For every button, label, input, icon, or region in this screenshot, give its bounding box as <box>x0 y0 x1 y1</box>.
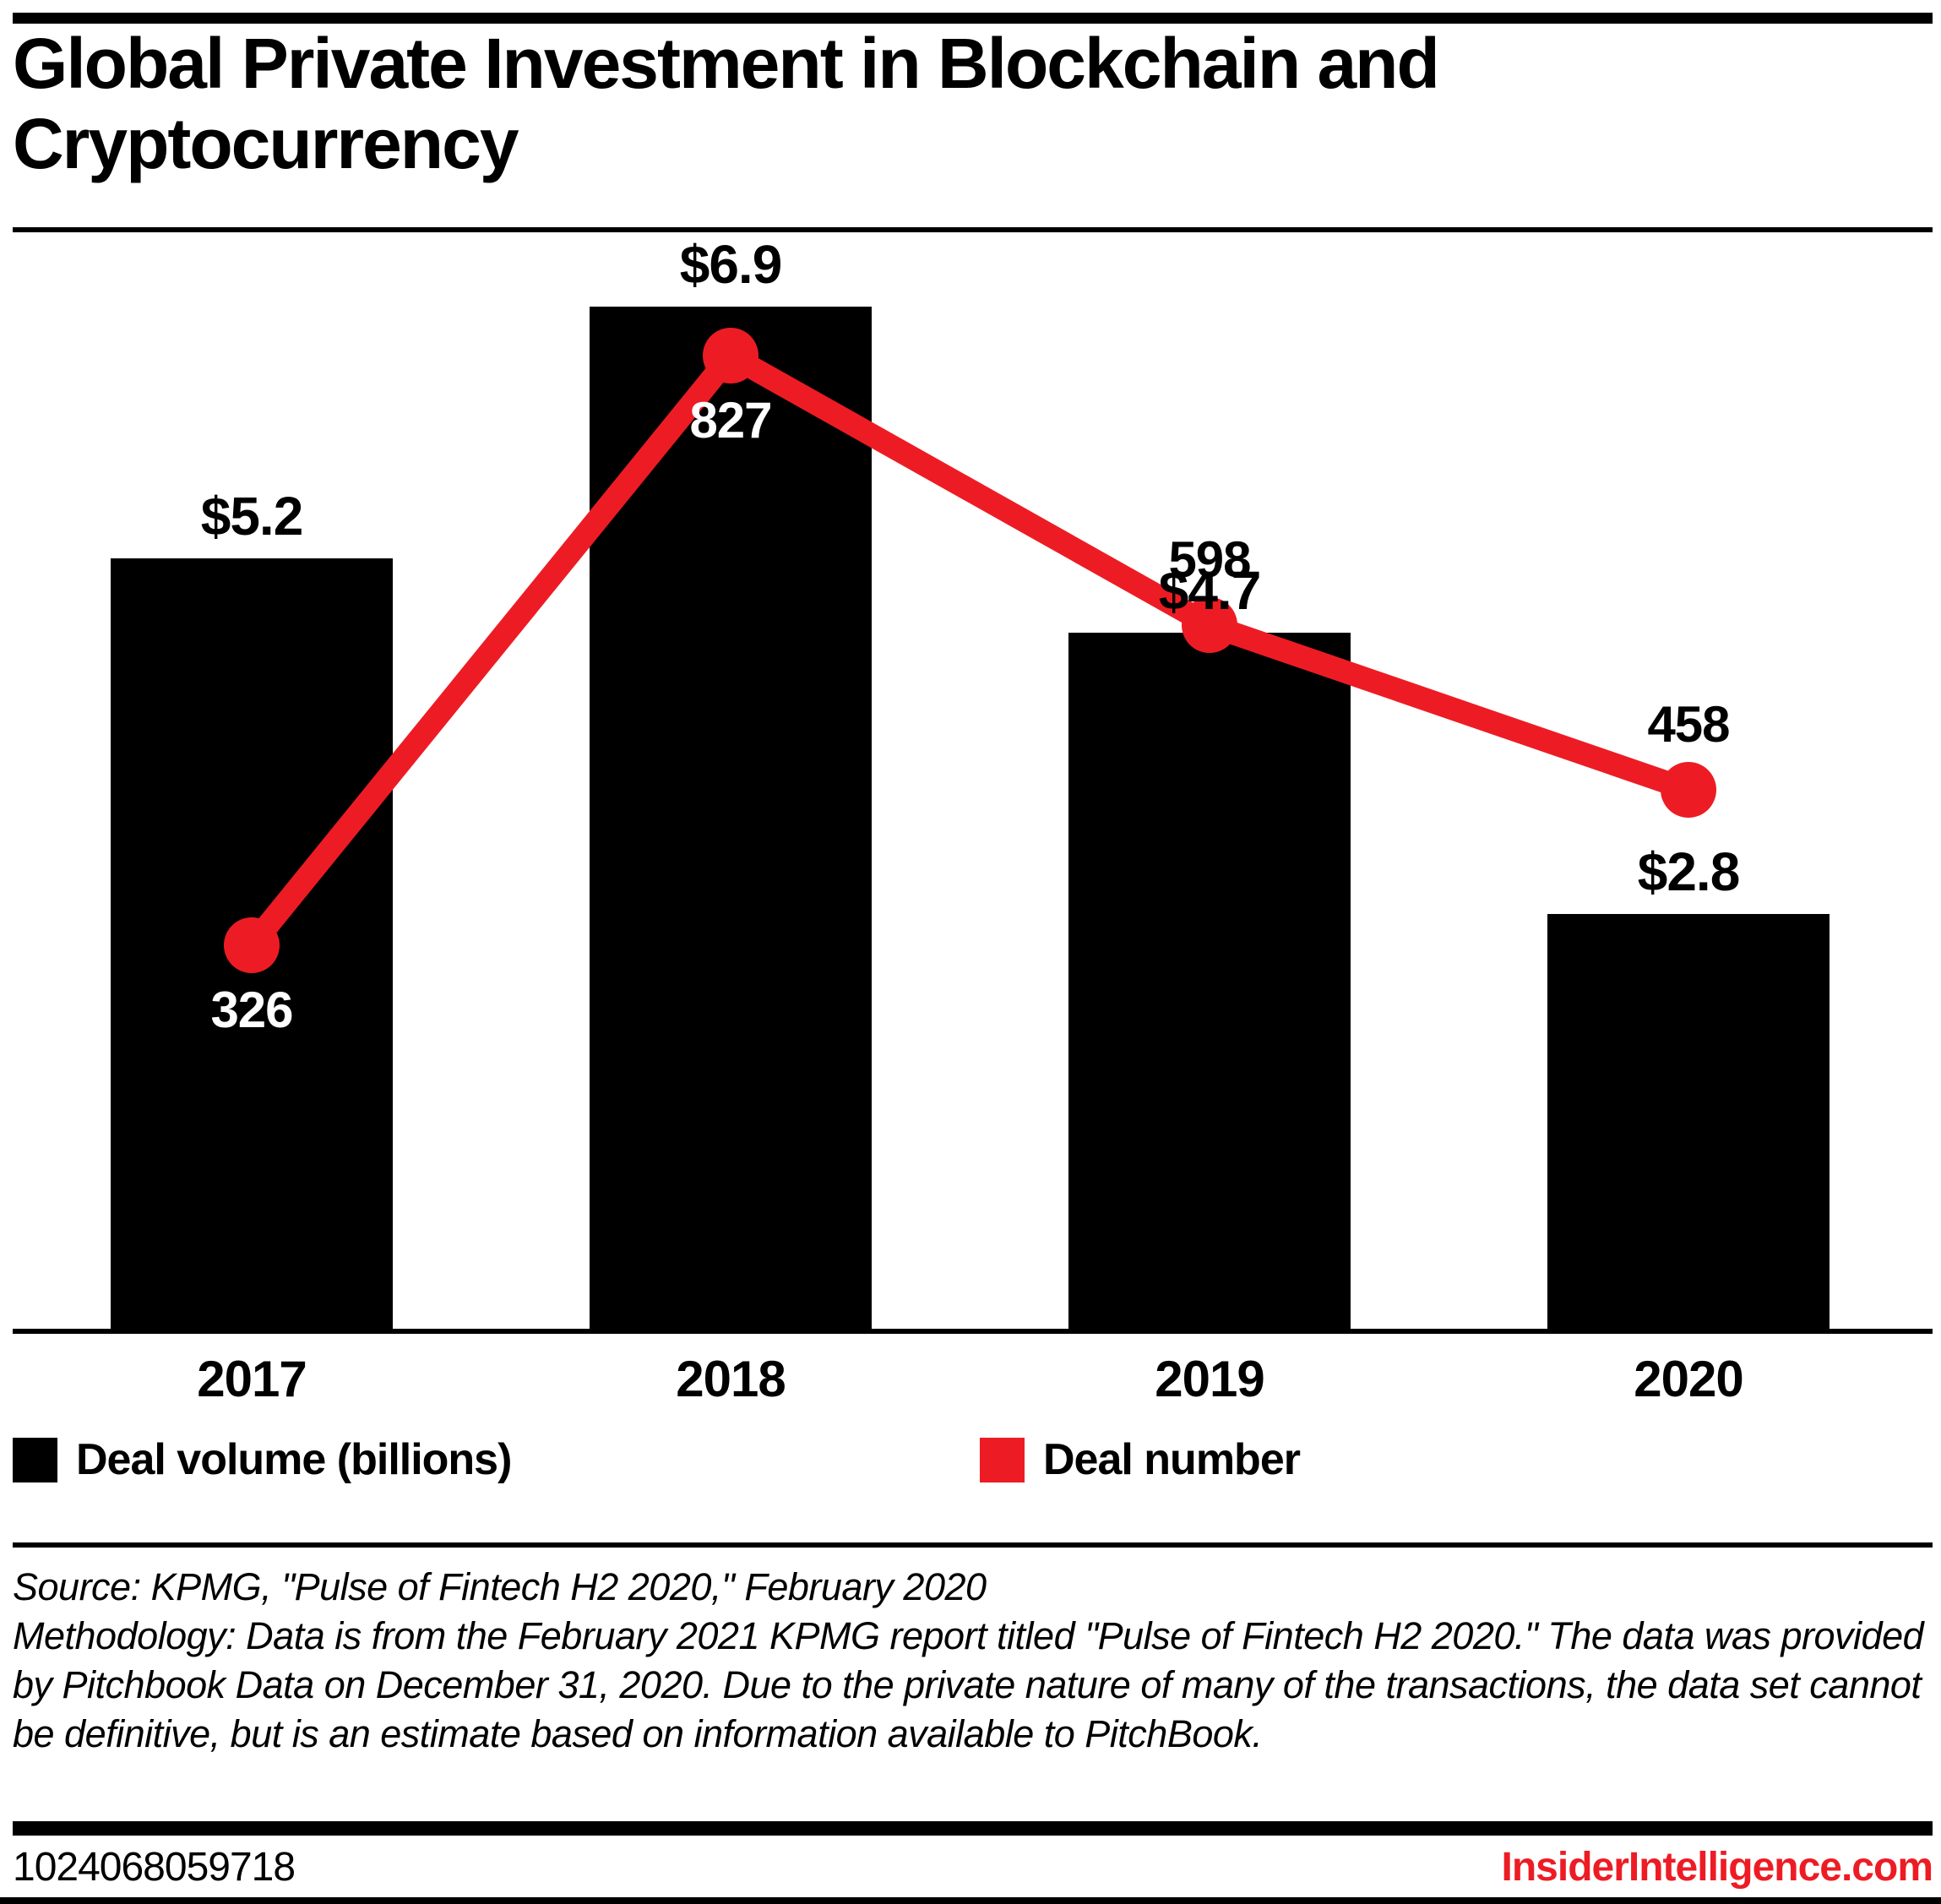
page-title: Global Private Investment in Blockchain … <box>13 24 1440 183</box>
site-link[interactable]: InsiderIntelligence.com <box>1501 1845 1933 1890</box>
bar-value-label-2019: $4.7 <box>1158 560 1262 621</box>
methodology-text: Methodology: Data is from the February 2… <box>13 1614 1924 1755</box>
x-axis-baseline <box>13 1329 1933 1334</box>
deal-volume-swatch-icon <box>13 1437 57 1482</box>
legend-label-deal-number: Deal number <box>1043 1435 1301 1484</box>
chart-id: 1024068059718 <box>13 1845 296 1890</box>
point-value-label-2018: 827 <box>689 392 772 449</box>
top-accent-bar <box>13 13 1933 24</box>
bottom-accent-bar <box>0 1897 1941 1904</box>
legend-item-deal-number: Deal number <box>980 1435 1301 1484</box>
x-axis-label-2020: 2020 <box>1634 1351 1743 1407</box>
legend-label-deal-volume: Deal volume (billions) <box>76 1435 512 1484</box>
x-axis-label-2017: 2017 <box>197 1351 307 1407</box>
x-axis-label-2019: 2019 <box>1155 1351 1264 1407</box>
point-value-label-2020: 458 <box>1647 696 1730 753</box>
chart-area: $5.2 $6.9 $4.7 $2.8 326 827 598 458 2017 2018 2019… <box>13 233 1933 1409</box>
point-value-label-2019: 598 <box>1168 531 1251 588</box>
source-divider <box>13 1542 1933 1548</box>
source-text: Source: KPMG, "Pulse of Fintech H2 2020,… <box>13 1565 987 1608</box>
line-point-2019 <box>1182 597 1237 653</box>
bar-2020 <box>1547 914 1830 1329</box>
line-point-2018 <box>703 328 758 384</box>
bar-value-label-2020: $2.8 <box>1637 841 1741 902</box>
bar-value-label-2017: $5.2 <box>200 486 304 547</box>
bar-value-label-2018: $6.9 <box>679 234 783 295</box>
notes-block: Source: KPMG, "Pulse of Fintech H2 2020,… <box>13 1563 1933 1759</box>
line-point-2017 <box>224 917 280 973</box>
footer-divider-bar <box>13 1821 1933 1836</box>
footer-row: 1024068059718 InsiderIntelligence.com <box>13 1844 1933 1890</box>
legend: Deal volume (billions) Deal number <box>13 1436 1933 1487</box>
bar-2019 <box>1068 633 1351 1329</box>
title-divider <box>13 227 1933 232</box>
line-point-2020 <box>1661 762 1716 818</box>
x-axis-label-2018: 2018 <box>676 1351 786 1407</box>
line-path <box>240 344 1700 957</box>
deal-number-line-series <box>224 328 1716 973</box>
point-value-label-2017: 326 <box>210 982 293 1038</box>
legend-item-deal-volume: Deal volume (billions) <box>13 1435 512 1484</box>
deal-number-swatch-icon <box>980 1437 1025 1482</box>
